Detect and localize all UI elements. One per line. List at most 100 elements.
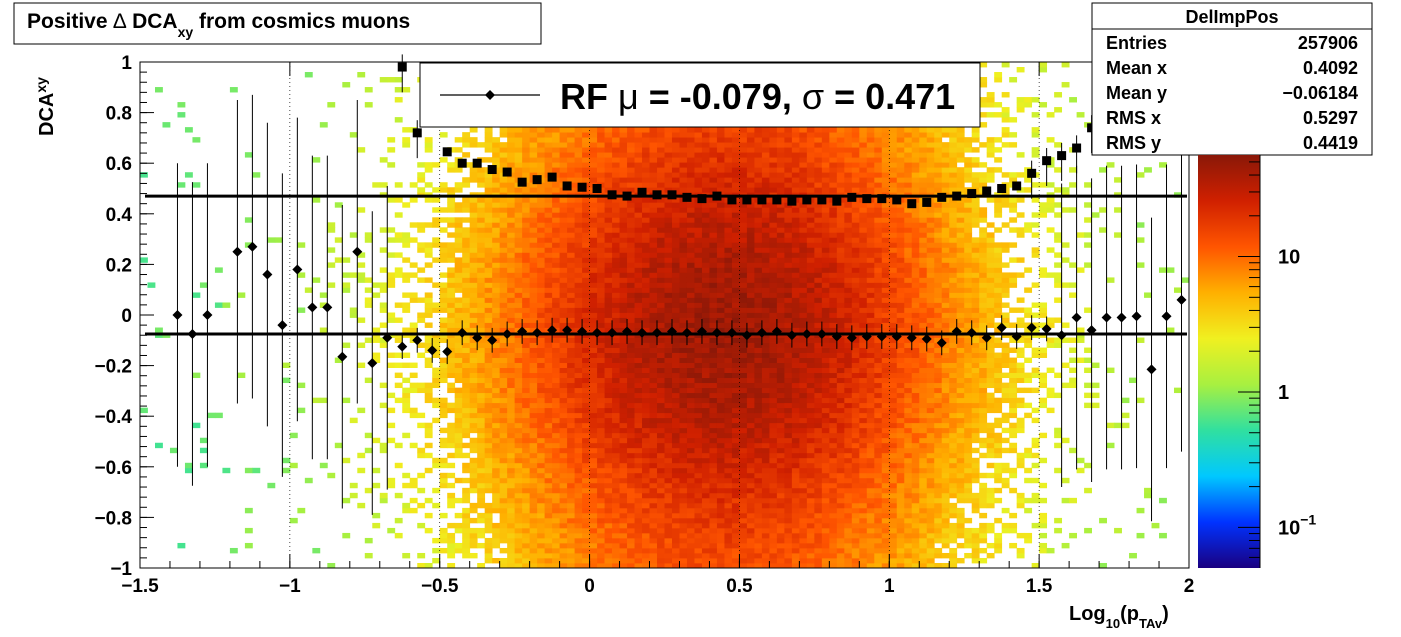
heatmap-cell <box>679 542 688 549</box>
heatmap-cell <box>529 187 538 193</box>
heatmap-cell <box>552 247 560 253</box>
heatmap-cell <box>694 442 703 449</box>
heatmap-cell <box>701 442 710 449</box>
heatmap-cell <box>514 402 523 409</box>
heatmap-cell <box>784 302 793 308</box>
heatmap-cell <box>477 242 486 248</box>
heatmap-cell <box>177 182 186 188</box>
heatmap-cell <box>627 427 635 434</box>
heatmap-cell <box>649 137 658 143</box>
heatmap-cell <box>649 547 658 554</box>
heatmap-cell <box>574 427 583 434</box>
heatmap-cell <box>484 287 493 293</box>
heatmap-cell <box>724 157 733 163</box>
heatmap-cell <box>761 212 770 218</box>
heatmap-cell <box>559 372 568 379</box>
heatmap-cell <box>559 477 568 484</box>
heatmap-cell <box>477 327 486 333</box>
heatmap-cell <box>716 262 725 268</box>
heatmap-cell <box>334 357 343 363</box>
heatmap-cell <box>477 287 486 293</box>
heatmap-cell <box>522 167 531 173</box>
heatmap-cell <box>492 352 501 358</box>
heatmap-cell <box>686 487 695 494</box>
heatmap-cell <box>776 337 785 343</box>
heatmap-cell <box>529 552 538 559</box>
heatmap-cell <box>694 522 703 529</box>
heatmap-cell <box>679 457 688 464</box>
heatmap-cell <box>619 347 628 353</box>
heatmap-cell <box>716 172 725 178</box>
heatmap-cell <box>484 282 493 288</box>
heatmap-cell <box>469 402 478 409</box>
heatmap-cell <box>694 227 703 233</box>
heatmap-cell <box>559 142 568 148</box>
heatmap-cell <box>529 292 538 298</box>
heatmap-cell <box>522 267 531 273</box>
heatmap-cell <box>522 312 531 318</box>
heatmap-cell <box>731 317 740 323</box>
heatmap-cell <box>671 292 680 298</box>
heatmap-cell <box>657 457 665 464</box>
heatmap-cell <box>724 497 733 504</box>
heatmap-cell <box>567 517 575 524</box>
heatmap-cell <box>769 532 778 539</box>
heatmap-cell <box>776 247 785 253</box>
heatmap-cell <box>694 317 703 323</box>
heatmap-cell <box>589 417 598 424</box>
heatmap-cell <box>769 172 778 178</box>
heatmap-cell <box>612 452 620 459</box>
heatmap-cell <box>582 152 590 158</box>
heatmap-cell <box>701 407 710 414</box>
heatmap-cell <box>746 402 755 409</box>
heatmap-cell <box>716 462 725 469</box>
heatmap-cell <box>739 357 748 363</box>
heatmap-cell <box>709 342 718 348</box>
heatmap-cell <box>492 507 501 514</box>
heatmap-cell <box>559 437 568 444</box>
heatmap-cell <box>716 397 725 404</box>
heatmap-cell <box>409 292 418 298</box>
heatmap-cell <box>619 392 628 399</box>
heatmap-cell <box>671 462 680 469</box>
heatmap-cell <box>664 512 673 519</box>
heatmap-cell <box>776 517 785 524</box>
heatmap-cell <box>769 287 778 293</box>
heatmap-cell <box>746 157 755 163</box>
heatmap-cell <box>574 157 583 163</box>
heatmap-cell <box>619 527 628 534</box>
heatmap-cell <box>709 417 718 424</box>
heatmap-cell <box>746 322 755 328</box>
heatmap-cell <box>724 172 733 178</box>
heatmap-cell <box>574 472 583 479</box>
heatmap-cell <box>402 242 411 248</box>
heatmap-cell <box>604 512 613 519</box>
heatmap-cell <box>791 222 800 228</box>
heatmap-cell <box>791 532 800 539</box>
heatmap-cell <box>289 462 298 469</box>
heatmap-cell <box>544 252 553 258</box>
heatmap-cell <box>559 357 568 363</box>
heatmap-cell <box>716 127 725 133</box>
heatmap-cell <box>439 532 448 539</box>
heatmap-cell <box>649 177 658 183</box>
heatmap-cell <box>657 372 665 379</box>
heatmap-cell <box>604 552 613 559</box>
heatmap-cell <box>469 392 478 399</box>
heatmap-cell <box>462 227 471 233</box>
heatmap-cell <box>522 137 531 143</box>
heatmap-cell <box>477 527 486 534</box>
heatmap-cell <box>731 362 740 368</box>
heatmap-cell <box>604 132 613 138</box>
heatmap-cell <box>627 407 635 414</box>
heatmap-cell <box>642 437 650 444</box>
heatmap-cell <box>589 517 598 524</box>
heatmap-cell <box>664 457 673 464</box>
heatmap-cell <box>544 277 553 283</box>
heatmap-cell <box>776 502 785 509</box>
heatmap-cell <box>537 327 546 333</box>
heatmap-cell <box>514 547 523 554</box>
heatmap-cell <box>507 472 516 479</box>
heatmap-cell <box>619 497 628 504</box>
heatmap-cell <box>342 497 351 504</box>
